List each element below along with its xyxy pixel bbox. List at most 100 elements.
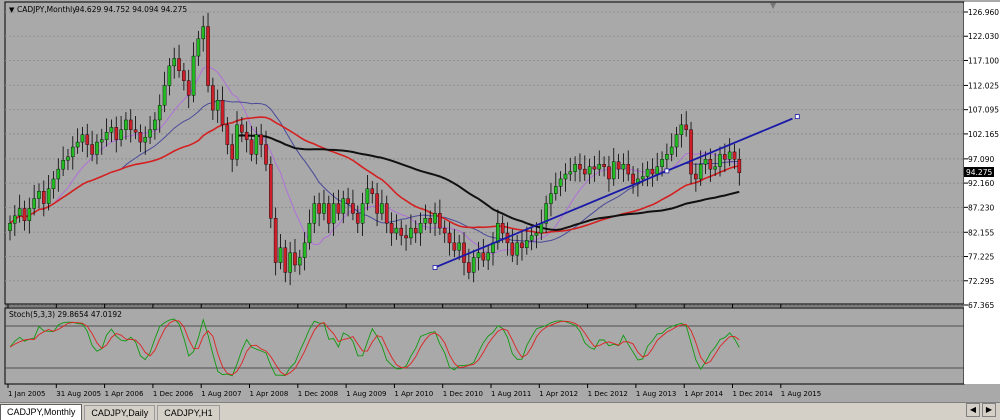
bull-candle	[331, 203, 336, 224]
price-label: 117.100	[968, 56, 999, 65]
tab-cadjpy-daily[interactable]: CADJPY,Daily	[84, 405, 156, 420]
stochastic-panel[interactable]	[4, 307, 965, 385]
bull-candle	[119, 129, 123, 140]
bear-candle	[177, 58, 181, 72]
bull-candle	[534, 232, 539, 236]
bear-candle	[293, 252, 297, 266]
bear-candle	[211, 85, 215, 111]
time-label: 1 Aug 2013	[636, 390, 676, 398]
bull-candle	[433, 213, 437, 224]
price-label: 72.295	[968, 277, 994, 286]
bull-candle	[80, 134, 85, 143]
price-label: 97.090	[968, 155, 994, 164]
bull-candle	[380, 203, 384, 214]
bull-candle	[365, 188, 370, 204]
time-label: 1 Jan 2005	[8, 390, 46, 398]
tab-cadjpy-h1[interactable]: CADJPY,H1	[157, 405, 220, 420]
bear-candle	[582, 168, 587, 175]
bull-candle	[549, 193, 553, 204]
bear-candle	[346, 198, 350, 204]
time-label: 1 Dec 2010	[443, 390, 483, 398]
bear-candle	[442, 227, 447, 234]
bear-candle	[182, 70, 186, 81]
bear-candle	[240, 124, 244, 133]
bull-candle	[418, 223, 423, 234]
bull-candle	[8, 223, 12, 231]
price-label: 107.095	[968, 106, 999, 115]
bull-candle	[423, 218, 428, 224]
bear-candle	[206, 26, 210, 86]
tab-cadjpy-monthly[interactable]: CADJPY,Monthly	[0, 404, 83, 420]
bull-candle	[360, 203, 365, 224]
bull-candle	[698, 164, 703, 180]
bull-candle	[476, 252, 481, 258]
bull-candle	[46, 188, 51, 204]
collapse-arrow-icon[interactable]: ▼	[9, 6, 15, 14]
bear-candle	[384, 203, 389, 224]
stoch-k-line	[9, 318, 740, 377]
price-label: 67.365	[968, 301, 994, 310]
bear-candle	[220, 100, 225, 126]
bear-candle	[264, 144, 268, 165]
bear-candle	[317, 203, 321, 214]
bear-candle	[689, 129, 693, 175]
bear-candle	[500, 223, 505, 234]
bear-candle	[616, 161, 621, 170]
bull-candle	[167, 65, 172, 86]
bull-candle	[278, 247, 283, 263]
time-label: 1 Aug 2007	[201, 390, 241, 398]
trendline-anchor	[664, 168, 670, 174]
chart-canvas[interactable]: 126.960 122.030 117.100 112.025 107.095 102.1…	[0, 0, 1000, 402]
bull-candle	[235, 124, 239, 160]
bear-candle	[326, 203, 331, 224]
bull-candle	[597, 164, 602, 170]
time-label: 1 Aug 2015	[781, 390, 821, 398]
bear-candle	[133, 129, 138, 133]
bull-candle	[394, 227, 399, 234]
bear-candle	[684, 124, 688, 130]
bear-candle	[438, 213, 442, 229]
bull-candle	[312, 203, 317, 224]
bear-candle	[413, 227, 418, 234]
bull-candle	[544, 203, 548, 224]
bear-candle	[447, 232, 452, 244]
bear-candle	[273, 218, 278, 263]
time-label: 1 Dec 2014	[733, 390, 774, 398]
bull-candle	[143, 136, 148, 143]
time-label: 1 Aug 2009	[346, 390, 386, 398]
bear-candle	[723, 154, 727, 160]
price-scale[interactable]	[964, 2, 1000, 384]
bull-candle	[109, 127, 114, 133]
bull-candle	[558, 178, 563, 187]
scroll-right-icon[interactable]: ▶	[982, 403, 996, 417]
time-label: 1 Apr 2012	[539, 390, 578, 398]
bear-candle	[375, 193, 379, 214]
bear-candle	[607, 166, 611, 180]
scroll-marker-icon[interactable]: ▼	[770, 1, 777, 10]
bear-candle	[602, 164, 606, 167]
bull-candle	[104, 132, 109, 140]
scroll-left-icon[interactable]: ◀	[966, 403, 980, 417]
bull-candle	[61, 160, 65, 170]
time-label: 1 Apr 2008	[250, 390, 289, 398]
time-label: 1 Apr 2010	[394, 390, 433, 398]
bull-candle	[471, 257, 476, 273]
bull-candle	[718, 154, 722, 167]
bear-candle	[462, 242, 466, 263]
bear-candle	[481, 252, 486, 261]
bull-candle	[669, 146, 674, 155]
time-label: 1 Dec 2006	[153, 390, 194, 398]
bull-candle	[196, 38, 201, 57]
bear-candle	[259, 134, 263, 145]
level-20-label: 20	[966, 367, 975, 375]
price-label: 82.155	[968, 228, 994, 237]
time-label: 1 Dec 2012	[588, 390, 628, 398]
bear-candle	[399, 227, 404, 236]
bear-candle	[22, 208, 27, 221]
bear-candle	[230, 144, 234, 160]
chart-tab-bar: CADJPY,Monthly CADJPY,Daily CADJPY,H1	[0, 402, 1000, 420]
bull-candle	[713, 166, 717, 170]
price-label: 87.230	[968, 203, 994, 212]
bull-candle	[307, 223, 312, 244]
